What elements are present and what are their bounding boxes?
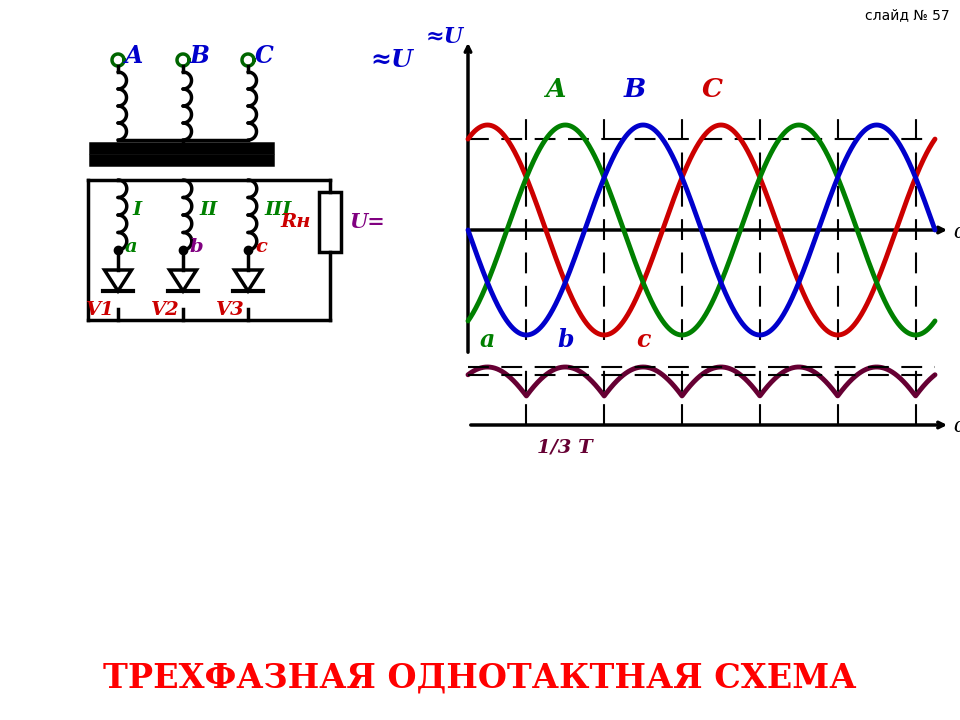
Text: Rн: Rн	[280, 213, 311, 231]
Text: I: I	[132, 201, 141, 219]
Text: V3: V3	[216, 301, 245, 319]
Text: ωt: ωt	[953, 418, 960, 436]
Text: A: A	[544, 77, 565, 102]
Text: U=: U=	[349, 212, 385, 232]
Text: II: II	[199, 201, 217, 219]
Text: ≈U: ≈U	[370, 48, 413, 72]
Text: III: III	[264, 201, 292, 219]
Text: 1/3 T: 1/3 T	[538, 439, 593, 457]
Text: ωt: ωt	[953, 222, 960, 241]
Text: C: C	[255, 44, 274, 68]
Text: слайд № 57: слайд № 57	[865, 8, 950, 22]
Text: b: b	[190, 238, 204, 256]
Text: a: a	[480, 328, 495, 352]
Bar	[319, 192, 341, 252]
Text: ТРЕХФАЗНАЯ ОДНОТАКТНАЯ СХЕМА: ТРЕХФАЗНАЯ ОДНОТАКТНАЯ СХЕМА	[104, 662, 856, 695]
Text: C: C	[702, 77, 723, 102]
Text: V2: V2	[151, 301, 180, 319]
Text: V1: V1	[85, 301, 114, 319]
Text: a: a	[125, 238, 137, 256]
Text: B: B	[624, 77, 646, 102]
Text: c: c	[636, 328, 650, 352]
Text: ≈U: ≈U	[426, 26, 464, 48]
Text: B: B	[190, 44, 210, 68]
Text: c: c	[255, 238, 267, 256]
Text: b: b	[557, 328, 573, 352]
Text: A: A	[125, 44, 143, 68]
